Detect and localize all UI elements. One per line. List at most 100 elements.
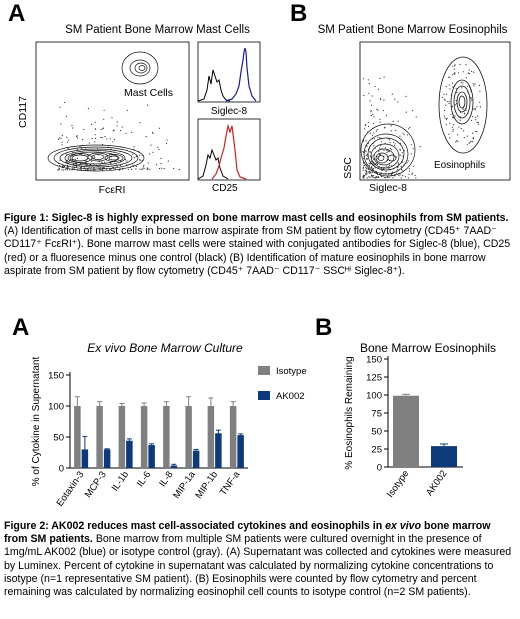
scatter-dot: [93, 167, 95, 169]
scatter-dot: [373, 116, 375, 118]
scatter-dot: [145, 136, 147, 138]
scatter-dot: [76, 157, 78, 160]
scatter-dot: [61, 169, 63, 171]
scatter-dot: [471, 116, 474, 118]
scatter-dot: [147, 162, 149, 164]
scatter-dot: [376, 177, 378, 179]
scatter-dot: [449, 76, 451, 78]
chart-a-title: Ex vivo Bone Marrow Culture: [87, 341, 243, 355]
scatter-dot: [372, 167, 374, 169]
chart-b-y-tick-label: 150: [366, 355, 382, 366]
scatter-dot: [380, 154, 382, 156]
scatter-dot: [370, 110, 372, 112]
scatter-dot: [94, 141, 96, 143]
scatter-dot: [458, 126, 460, 128]
scatter-dot: [379, 137, 381, 139]
scatter-dot: [467, 72, 469, 74]
scatter-dot: [94, 137, 97, 140]
scatter-dot: [472, 138, 474, 140]
fig2-caption-italic: ex vivo: [385, 520, 422, 532]
scatter-dot: [368, 163, 370, 165]
scatter-dot: [152, 151, 154, 153]
scatter-dot: [77, 137, 79, 139]
scatter-dot: [156, 164, 158, 166]
scatter-dot: [400, 154, 402, 156]
scatter-dot: [456, 140, 458, 142]
scatter-dot: [446, 93, 448, 95]
scatter-dot: [57, 169, 59, 171]
scatter-dot: [113, 168, 115, 170]
chart-b-y-tick-label: 50: [371, 427, 382, 438]
scatter-dot: [452, 86, 454, 88]
scatter-dot: [163, 168, 165, 170]
scatter-dot: [408, 170, 410, 172]
scatter-dot: [132, 164, 134, 166]
mast-cell-dot-plot: [35, 41, 190, 181]
scatter-dot: [64, 101, 66, 104]
scatter-dot: [469, 141, 471, 144]
scatter-dot: [116, 125, 118, 127]
scatter-dot: [411, 172, 413, 174]
scatter-dot: [66, 141, 68, 143]
scatter-dot: [373, 132, 375, 134]
scatter-dot: [119, 165, 121, 167]
scatter-dot: [366, 172, 368, 174]
scatter-dot: [465, 64, 467, 66]
chart-a-bar: [126, 440, 133, 468]
scatter-dot: [380, 99, 382, 101]
fig1-panel-b-title: SM Patient Bone Marrow Eosinophils: [317, 24, 508, 36]
chart-b-y-tick-label: 0: [377, 463, 382, 474]
chart-a-y-tick-label: 50: [53, 433, 64, 444]
scatter-dot: [411, 173, 413, 175]
scatter-dot: [160, 163, 162, 165]
scatter-dot: [371, 134, 374, 136]
scatter-dot: [83, 167, 86, 169]
scatter-dot: [139, 168, 141, 170]
scatter-dot: [368, 176, 370, 178]
scatter-dot: [449, 122, 451, 124]
eosinophil-low-contours: [360, 123, 416, 177]
scatter-dot: [68, 139, 70, 141]
scatter-dot: [114, 168, 116, 170]
scatter-dot: [87, 107, 89, 110]
scatter-dot: [468, 142, 470, 144]
chart-b-y-tick-label: 25: [371, 445, 382, 456]
scatter-dot: [476, 121, 478, 124]
chart-a-category-label: MIP-1b: [194, 469, 221, 500]
scatter-dot: [139, 122, 141, 124]
scatter-dot: [141, 168, 143, 170]
scatter-dot: [375, 130, 377, 132]
scatter-dot: [161, 167, 163, 169]
scatter-dot: [384, 142, 386, 144]
scatter-dot: [443, 93, 445, 96]
scatter-dot: [365, 172, 367, 174]
scatter-dot: [477, 123, 480, 125]
scatter-dot: [365, 123, 367, 125]
fig2-caption-bold2: bone marrow from SM patients.: [4, 520, 491, 546]
scatter-dot: [371, 175, 374, 177]
scatter-dot: [379, 118, 381, 120]
chart-b-y-axis-label: % Eosinophils Remaining: [344, 356, 355, 469]
scatter-dot: [157, 146, 159, 148]
fig2-caption-bold1: Figure 2: AK002 reduces mast cell-associ…: [4, 520, 386, 532]
scatter-dot: [362, 167, 364, 169]
scatter-dot: [58, 169, 60, 171]
fig1-caption-bold: Figure 1: Siglec-8 is highly expressed o…: [4, 212, 509, 224]
fig2-panel-a-letter: A: [12, 314, 30, 341]
scatter-dot: [399, 174, 401, 176]
scatter-dot: [109, 138, 111, 140]
scatter-dot: [149, 168, 151, 170]
scatter-dot: [395, 129, 397, 132]
scatter-dot: [443, 115, 445, 117]
scatter-dot: [113, 129, 115, 131]
chart-a-bar: [96, 406, 103, 468]
scatter-dot: [101, 161, 103, 164]
eosinophil-dot-plot: [359, 41, 511, 181]
chart-a-bar: [192, 450, 200, 468]
scatter-dot: [135, 165, 137, 168]
scatter-dot: [387, 150, 389, 152]
cd117-axis-label: CD117: [17, 96, 29, 128]
scatter-dot: [470, 96, 472, 99]
scatter-dot: [126, 160, 128, 162]
scatter-dot: [380, 141, 382, 143]
